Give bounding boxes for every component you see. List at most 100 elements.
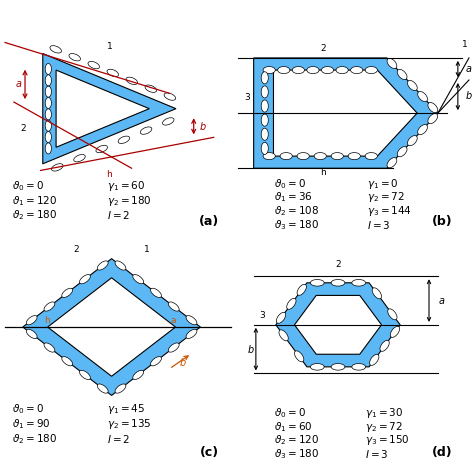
- Text: $b$: $b$: [199, 120, 207, 132]
- Ellipse shape: [307, 66, 319, 73]
- Ellipse shape: [297, 284, 306, 295]
- Ellipse shape: [314, 153, 326, 160]
- Ellipse shape: [292, 66, 304, 73]
- Ellipse shape: [45, 97, 52, 108]
- Text: 1: 1: [462, 40, 468, 49]
- Ellipse shape: [45, 131, 52, 143]
- Text: a: a: [171, 316, 176, 325]
- Ellipse shape: [151, 288, 162, 298]
- Ellipse shape: [310, 279, 324, 286]
- Text: $I = 3$: $I = 3$: [365, 448, 388, 460]
- Ellipse shape: [45, 75, 52, 86]
- Text: (d): (d): [432, 447, 453, 459]
- Text: 2: 2: [320, 44, 326, 53]
- Ellipse shape: [107, 69, 118, 77]
- Ellipse shape: [62, 288, 73, 298]
- Text: $I = 2$: $I = 2$: [107, 433, 130, 445]
- Ellipse shape: [44, 343, 55, 352]
- Text: $\vartheta_2 = 180$: $\vartheta_2 = 180$: [12, 209, 57, 222]
- Ellipse shape: [387, 158, 397, 168]
- Ellipse shape: [276, 312, 286, 323]
- Polygon shape: [23, 259, 201, 396]
- Ellipse shape: [261, 114, 268, 126]
- Ellipse shape: [428, 103, 438, 113]
- Ellipse shape: [80, 370, 91, 380]
- Text: $\vartheta_0 = 0$: $\vartheta_0 = 0$: [273, 406, 306, 420]
- Ellipse shape: [397, 69, 407, 80]
- Ellipse shape: [97, 261, 108, 270]
- Ellipse shape: [321, 66, 334, 73]
- Ellipse shape: [397, 146, 407, 157]
- Ellipse shape: [279, 330, 288, 341]
- Text: 3: 3: [245, 93, 251, 102]
- Ellipse shape: [297, 153, 310, 160]
- Ellipse shape: [45, 120, 52, 131]
- Text: $\vartheta_2 = 120$: $\vartheta_2 = 120$: [273, 433, 319, 447]
- Ellipse shape: [115, 384, 126, 393]
- Ellipse shape: [261, 100, 268, 112]
- Ellipse shape: [263, 66, 275, 73]
- Text: $\gamma_1 = 60$: $\gamma_1 = 60$: [107, 179, 146, 193]
- Ellipse shape: [96, 145, 108, 153]
- Ellipse shape: [261, 86, 268, 98]
- Ellipse shape: [365, 66, 377, 73]
- Ellipse shape: [186, 329, 197, 339]
- Ellipse shape: [26, 316, 37, 325]
- Text: $\vartheta_1 = 120$: $\vartheta_1 = 120$: [12, 194, 57, 208]
- Ellipse shape: [45, 86, 52, 97]
- Text: (c): (c): [200, 447, 219, 459]
- Ellipse shape: [88, 61, 100, 69]
- Ellipse shape: [408, 81, 417, 90]
- Text: $\gamma_2 = 135$: $\gamma_2 = 135$: [107, 417, 152, 430]
- Ellipse shape: [408, 136, 417, 146]
- Polygon shape: [43, 54, 176, 164]
- Text: h: h: [107, 170, 112, 179]
- Ellipse shape: [263, 153, 275, 160]
- Text: $\gamma_1 = 0$: $\gamma_1 = 0$: [367, 177, 399, 191]
- Text: $a$: $a$: [465, 64, 472, 74]
- Ellipse shape: [372, 288, 382, 299]
- Ellipse shape: [69, 54, 81, 61]
- Text: $a$: $a$: [438, 296, 445, 306]
- Text: $\gamma_1 = 30$: $\gamma_1 = 30$: [365, 406, 403, 420]
- Text: $\gamma_1 = 45$: $\gamma_1 = 45$: [107, 402, 146, 415]
- Ellipse shape: [62, 357, 73, 366]
- Ellipse shape: [278, 66, 290, 73]
- Text: 3: 3: [260, 311, 265, 320]
- Ellipse shape: [168, 343, 179, 352]
- Text: $\vartheta_2 = 108$: $\vartheta_2 = 108$: [273, 204, 319, 218]
- Ellipse shape: [390, 326, 400, 337]
- Text: 2: 2: [335, 260, 341, 269]
- Ellipse shape: [331, 364, 345, 370]
- Ellipse shape: [74, 154, 85, 162]
- Ellipse shape: [140, 127, 152, 134]
- Text: $\vartheta_1 = 90$: $\vartheta_1 = 90$: [12, 417, 50, 430]
- Text: $\vartheta_0 = 0$: $\vartheta_0 = 0$: [12, 179, 44, 193]
- Ellipse shape: [45, 143, 52, 154]
- Text: $\vartheta_0 = 0$: $\vartheta_0 = 0$: [12, 402, 44, 415]
- Ellipse shape: [280, 153, 292, 160]
- Text: $\vartheta_0 = 0$: $\vartheta_0 = 0$: [273, 177, 306, 191]
- Ellipse shape: [418, 91, 428, 102]
- Ellipse shape: [52, 164, 63, 171]
- Text: $\vartheta_2 = 180$: $\vartheta_2 = 180$: [12, 432, 57, 446]
- Ellipse shape: [45, 64, 52, 74]
- Ellipse shape: [351, 66, 363, 73]
- Text: $\vartheta_3 = 180$: $\vartheta_3 = 180$: [273, 447, 319, 461]
- Text: $\vartheta_3 = 180$: $\vartheta_3 = 180$: [273, 218, 319, 232]
- Text: h: h: [320, 168, 326, 177]
- Ellipse shape: [186, 316, 197, 325]
- Polygon shape: [294, 295, 382, 354]
- Ellipse shape: [80, 275, 91, 284]
- Ellipse shape: [331, 153, 343, 160]
- Text: $a$: $a$: [15, 80, 22, 89]
- Polygon shape: [56, 70, 149, 147]
- Ellipse shape: [370, 354, 379, 365]
- Text: (a): (a): [199, 215, 219, 228]
- Polygon shape: [273, 70, 417, 156]
- Polygon shape: [254, 58, 438, 168]
- Text: $b$: $b$: [465, 89, 472, 101]
- Ellipse shape: [145, 85, 156, 92]
- Ellipse shape: [348, 153, 360, 160]
- Ellipse shape: [261, 142, 268, 154]
